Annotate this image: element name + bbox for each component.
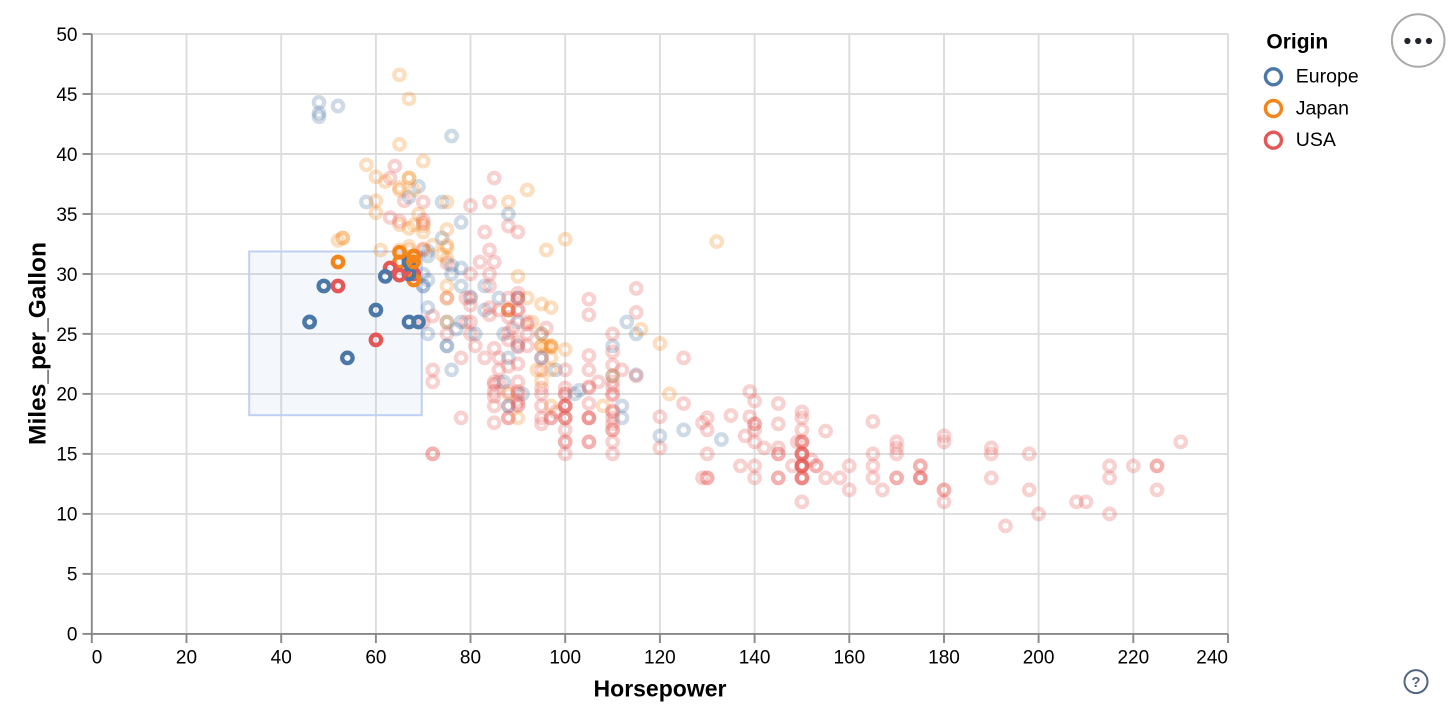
svg-text:25: 25 <box>56 325 77 346</box>
svg-text:20: 20 <box>176 648 197 669</box>
svg-text:30: 30 <box>56 265 77 286</box>
svg-text:0: 0 <box>92 648 103 669</box>
svg-text:45: 45 <box>56 85 77 106</box>
svg-text:USA: USA <box>1296 129 1336 151</box>
svg-text:140: 140 <box>739 648 771 669</box>
svg-text:0: 0 <box>67 625 78 646</box>
svg-text:Origin: Origin <box>1266 31 1328 54</box>
svg-text:50: 50 <box>56 25 77 46</box>
svg-text:5: 5 <box>67 565 78 586</box>
svg-text:Horsepower: Horsepower <box>594 675 727 701</box>
svg-text:20: 20 <box>56 385 77 406</box>
svg-text:200: 200 <box>1023 648 1055 669</box>
svg-text:Europe: Europe <box>1296 66 1359 88</box>
svg-text:35: 35 <box>56 205 77 226</box>
svg-text:160: 160 <box>833 648 865 669</box>
svg-text:15: 15 <box>56 445 77 466</box>
svg-text:Miles_per_Gallon: Miles_per_Gallon <box>25 242 52 445</box>
svg-text:60: 60 <box>365 648 386 669</box>
svg-text:10: 10 <box>56 505 77 526</box>
svg-text:100: 100 <box>549 648 581 669</box>
svg-text:120: 120 <box>644 648 676 669</box>
svg-text:240: 240 <box>1196 648 1228 669</box>
svg-text:Japan: Japan <box>1296 97 1349 119</box>
svg-text:40: 40 <box>56 145 77 166</box>
svg-text:220: 220 <box>1117 648 1149 669</box>
svg-text:80: 80 <box>460 648 481 669</box>
svg-text:40: 40 <box>271 648 292 669</box>
svg-text:?: ? <box>1411 674 1420 691</box>
svg-text:180: 180 <box>928 648 960 669</box>
